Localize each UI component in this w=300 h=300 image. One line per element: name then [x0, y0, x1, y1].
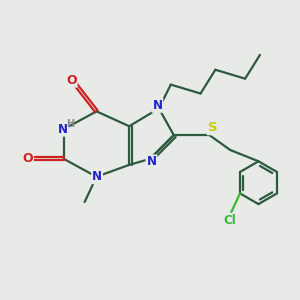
Text: N: N	[92, 170, 102, 183]
Text: S: S	[208, 121, 217, 134]
Text: N: N	[152, 99, 162, 112]
Text: O: O	[22, 152, 33, 165]
Text: H: H	[66, 119, 74, 129]
Text: N: N	[58, 123, 68, 136]
Text: Cl: Cl	[223, 214, 236, 226]
Text: O: O	[66, 74, 76, 87]
Text: N: N	[146, 155, 157, 168]
